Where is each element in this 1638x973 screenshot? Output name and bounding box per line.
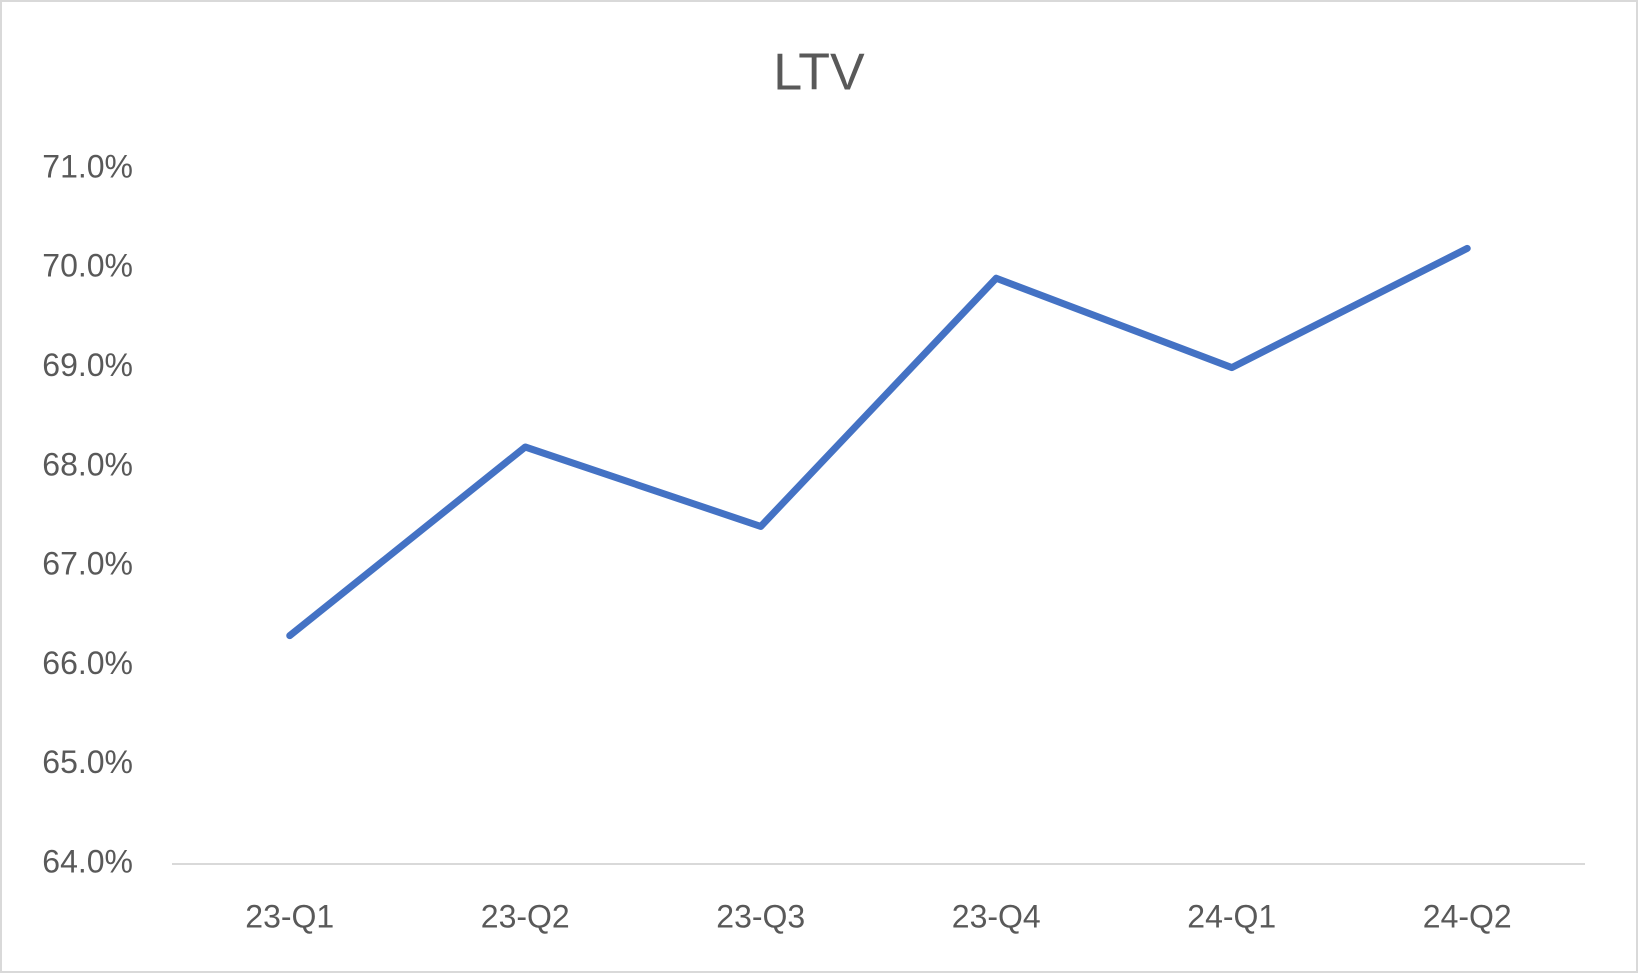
x-tick-label: 23-Q1	[245, 898, 334, 934]
y-tick-label: 71.0%	[42, 148, 133, 184]
y-tick-label: 70.0%	[42, 248, 133, 284]
x-tick-label: 23-Q4	[952, 898, 1041, 934]
y-tick-label: 65.0%	[42, 744, 133, 780]
line-series	[286, 244, 1471, 640]
y-tick-label: 67.0%	[42, 546, 133, 582]
x-tick-label: 24-Q2	[1423, 898, 1512, 934]
y-tick-label: 69.0%	[42, 347, 133, 383]
x-tick-label: 23-Q2	[481, 898, 570, 934]
y-tick-label: 68.0%	[42, 446, 133, 482]
chart-title: LTV	[773, 44, 865, 102]
x-tick-label: 24-Q1	[1187, 898, 1276, 934]
x-tick-label: 23-Q3	[716, 898, 805, 934]
y-tick-label: 64.0%	[42, 843, 133, 879]
y-tick-label: 66.0%	[42, 645, 133, 681]
